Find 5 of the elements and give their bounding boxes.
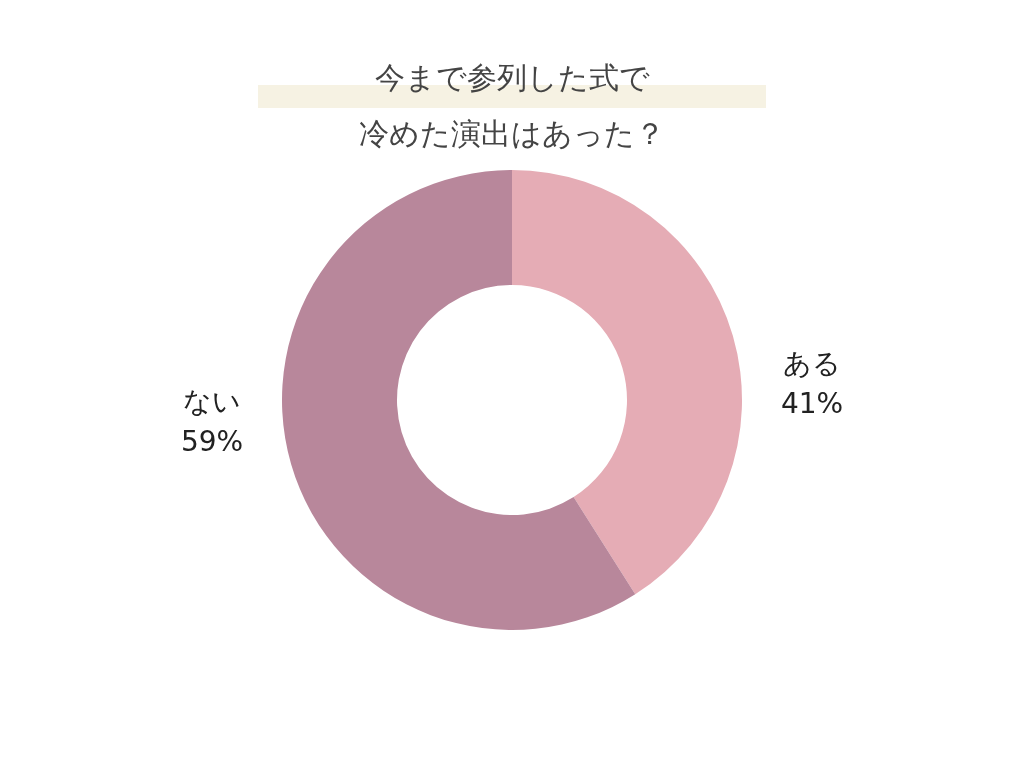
slice-label: ある bbox=[783, 346, 841, 380]
chart-title: 今まで参列した式で冷めた演出はあった？ bbox=[358, 59, 666, 153]
data-label: 41% bbox=[780, 386, 844, 420]
data-label: 59% bbox=[180, 425, 244, 459]
slice-label: ない bbox=[183, 385, 241, 419]
